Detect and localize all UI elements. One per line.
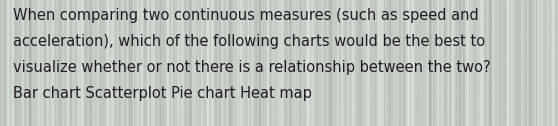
Text: visualize whether or not there is a relationship between the two?: visualize whether or not there is a rela…: [13, 60, 490, 75]
Text: Bar chart Scatterplot Pie chart Heat map: Bar chart Scatterplot Pie chart Heat map: [13, 86, 312, 101]
Text: acceleration), which of the following charts would be the best to: acceleration), which of the following ch…: [13, 34, 485, 49]
Text: When comparing two continuous measures (such as speed and: When comparing two continuous measures (…: [13, 8, 479, 23]
